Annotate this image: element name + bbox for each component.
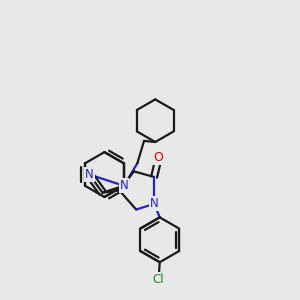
Text: O: O	[154, 152, 164, 164]
Text: N: N	[119, 179, 128, 192]
Text: N: N	[85, 168, 94, 181]
Text: Cl: Cl	[153, 273, 164, 286]
Text: N: N	[150, 197, 158, 210]
